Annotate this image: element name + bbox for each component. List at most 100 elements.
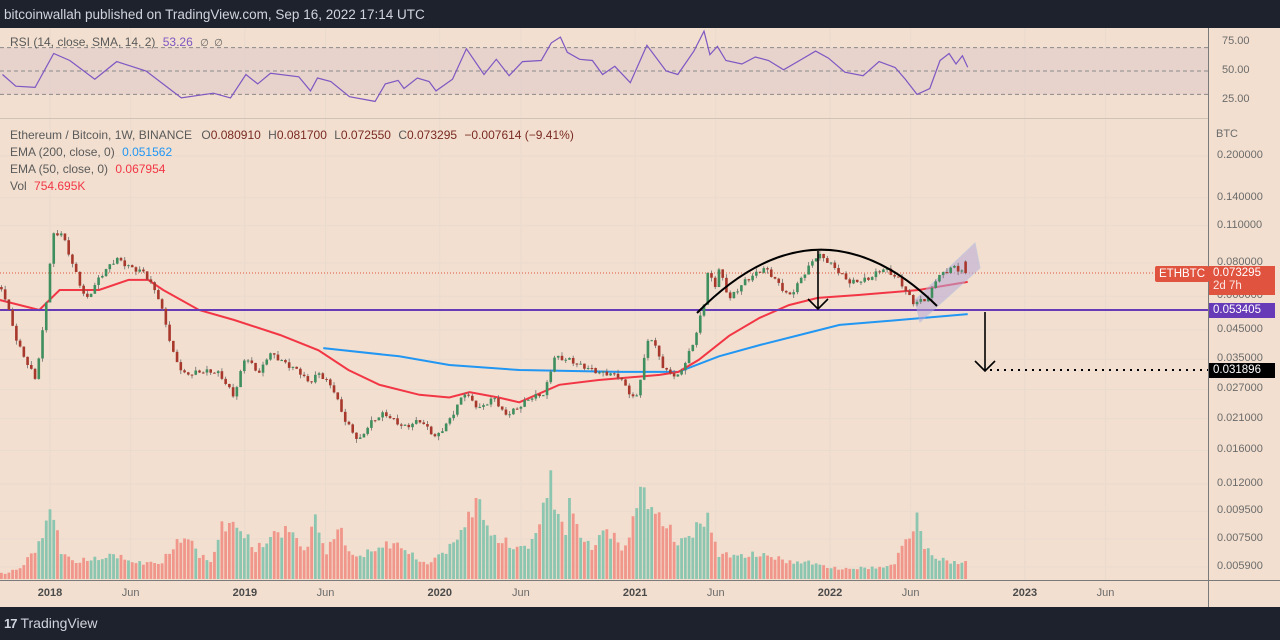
volume-bar <box>198 557 201 579</box>
symbol-legend: Ethereum / Bitcoin, 1W, BINANCE O0.08091… <box>10 128 574 142</box>
candle-body <box>945 272 949 274</box>
volume-bar <box>788 560 792 579</box>
candle <box>788 291 792 295</box>
volume-bar <box>414 559 418 579</box>
candle-body <box>145 271 149 280</box>
candle <box>467 392 470 398</box>
volume-bar <box>777 556 781 579</box>
volume-bar <box>627 537 631 579</box>
candle <box>598 370 601 375</box>
candle-body <box>48 263 52 303</box>
candle-body <box>485 404 489 406</box>
candle-body <box>265 359 269 365</box>
candle <box>351 423 355 434</box>
volume-bar <box>594 545 598 579</box>
volume-bar <box>751 551 754 579</box>
volume-bar <box>235 527 239 579</box>
candle-body <box>500 406 504 410</box>
volume-bar <box>384 541 388 579</box>
candle-body <box>284 360 287 363</box>
candle <box>93 282 97 294</box>
candle <box>564 357 568 363</box>
candle-body <box>407 424 411 428</box>
time-tick-label: Jun <box>706 587 725 599</box>
candle-body <box>370 420 373 428</box>
candle <box>960 269 964 274</box>
volume-bar <box>470 517 474 579</box>
volume-bar <box>620 550 624 579</box>
candle <box>97 275 100 289</box>
chart-canvas[interactable] <box>0 0 1280 607</box>
candle <box>336 392 340 401</box>
candle <box>493 397 497 402</box>
volume-bar <box>459 529 463 579</box>
volume-bar <box>399 548 403 579</box>
candle <box>822 253 825 262</box>
candle-body <box>807 265 810 275</box>
candle-body <box>157 290 160 300</box>
volume-bar <box>852 568 855 579</box>
close-label: C <box>398 128 407 142</box>
candle <box>224 376 227 386</box>
candle-body <box>620 377 624 380</box>
ema200-line <box>323 313 968 373</box>
candle-body <box>859 281 863 283</box>
volume-bar <box>26 557 29 579</box>
candle-body <box>11 309 14 326</box>
candle <box>198 369 201 374</box>
candle-body <box>695 332 698 345</box>
volume-bar <box>441 552 444 579</box>
candle-body <box>650 340 653 342</box>
candle <box>381 410 384 422</box>
candle-body <box>676 374 680 377</box>
volume-bar <box>119 554 123 579</box>
candle <box>48 262 52 303</box>
candle-body <box>684 363 687 371</box>
volume-bar <box>549 470 553 579</box>
candle <box>758 271 762 273</box>
volume-bar <box>586 540 590 579</box>
candle <box>669 367 672 375</box>
volume-bar <box>713 541 717 579</box>
candle-body <box>773 276 777 279</box>
candle <box>523 397 526 408</box>
candle-body <box>276 354 280 361</box>
volume-bar <box>624 545 627 579</box>
candle <box>370 416 373 431</box>
candle <box>594 367 597 374</box>
candle-body <box>710 272 713 278</box>
candle <box>829 261 833 266</box>
candle <box>908 289 911 296</box>
candle-body <box>949 267 952 273</box>
volume-bar <box>56 530 59 579</box>
candle-body <box>766 268 769 270</box>
volume-bar <box>489 535 493 579</box>
candle <box>265 358 269 366</box>
candle-body <box>18 340 22 347</box>
volume-bar <box>130 562 134 579</box>
candle-body <box>882 269 885 273</box>
candle <box>89 293 93 298</box>
candle-body <box>209 369 212 373</box>
candle-body <box>571 357 575 364</box>
volume-bar <box>242 538 246 579</box>
candle <box>844 271 848 281</box>
candle-body <box>470 395 474 401</box>
volume-bar <box>295 538 299 579</box>
candle <box>874 268 878 281</box>
candle <box>695 331 698 348</box>
volume-label: Vol <box>10 179 27 193</box>
candle-body <box>803 274 807 278</box>
volume-bar <box>216 539 220 579</box>
candle-body <box>631 394 635 397</box>
volume-bar <box>179 542 183 579</box>
candle-body <box>519 406 523 409</box>
volume-bar <box>100 559 104 579</box>
candle <box>3 285 7 302</box>
candle-body <box>437 432 440 437</box>
volume-bar <box>452 542 456 579</box>
volume-bar <box>695 522 698 579</box>
candle <box>261 361 265 377</box>
tradingview-logo[interactable]: 17 TradingView <box>4 615 98 631</box>
volume-bar <box>796 561 799 579</box>
